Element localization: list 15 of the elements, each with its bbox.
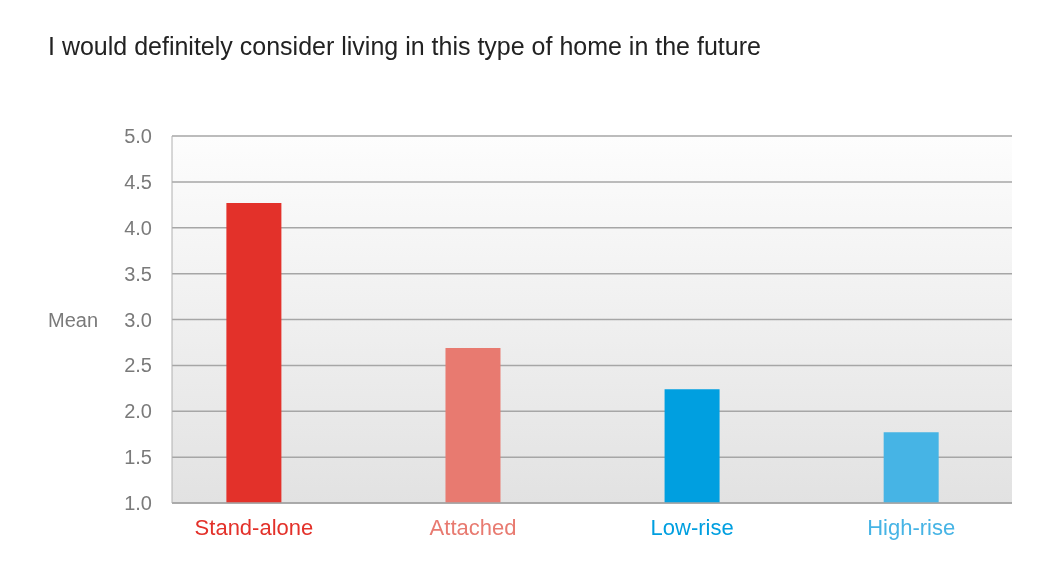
x-tick-label: Low-rise [650,515,734,540]
x-tick-label: Stand-alone [194,515,314,540]
y-tick-label: 3.0 [124,308,152,331]
x-tick-label: High-rise [867,515,956,540]
chart-title: I would definitely consider living in this type of home in the future [48,32,761,61]
y-tick-label: 4.5 [124,170,152,193]
y-tick-label: 1.5 [124,446,152,469]
y-tick-label: 2.5 [124,354,152,377]
y-tick-label: 4.0 [124,216,152,239]
x-tick-label: Attached [429,515,517,540]
y-tick-label: 2.0 [124,400,152,423]
y-axis-title: Mean [48,308,99,331]
y-tick-label: 3.5 [124,262,152,285]
y-tick-label: 1.0 [124,492,152,515]
y-tick-label: 5.0 [124,125,152,148]
